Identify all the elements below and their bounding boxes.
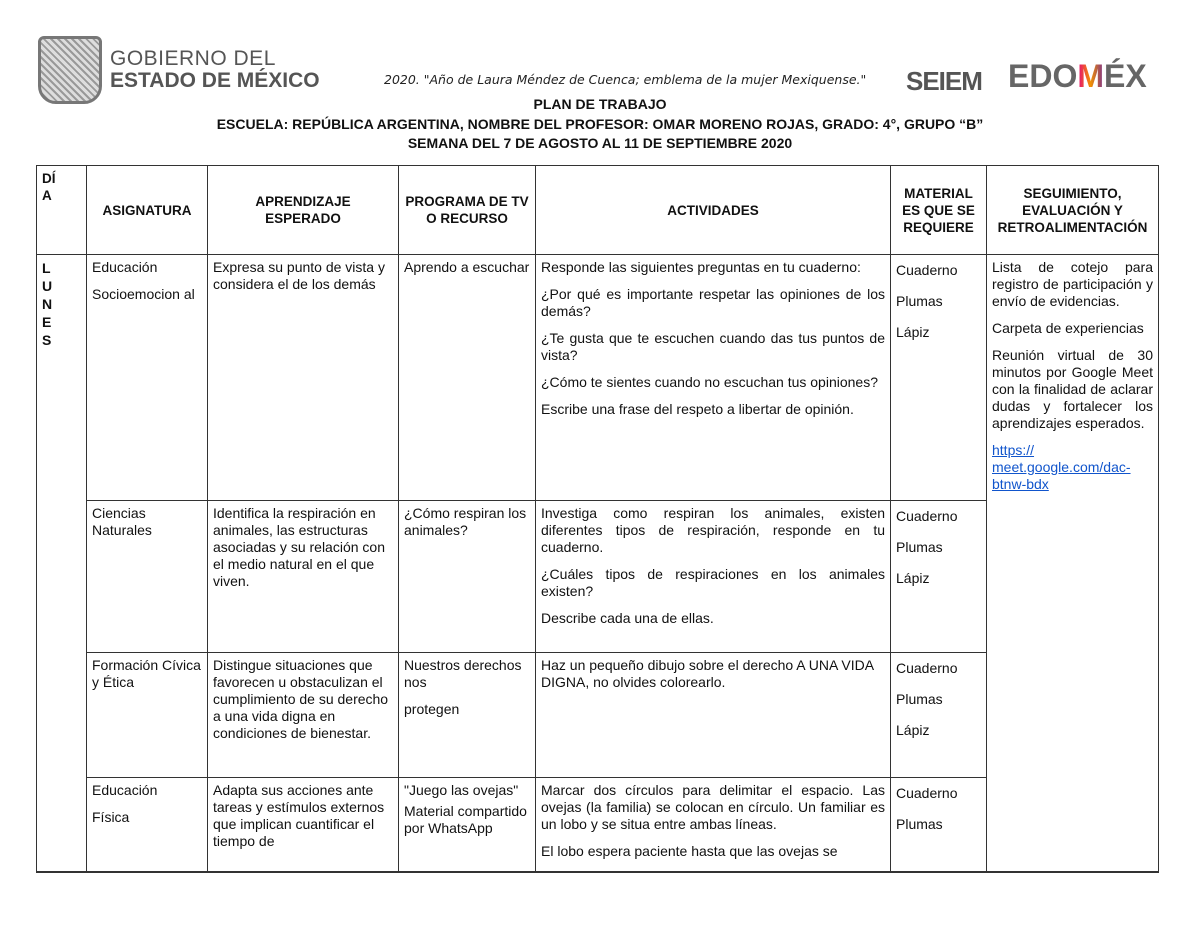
header-asignatura: ASIGNATURA	[86, 165, 208, 255]
page-cut-line	[36, 871, 1158, 873]
activities-cell: Marcar dos círculos para delimitar el es…	[535, 777, 891, 873]
header-materiales: MATERIAL ES QUE SE REQUIERE	[890, 165, 987, 255]
table-row: Educación Física Adapta sus acciones ante…	[37, 777, 1159, 873]
activities-cell: Investiga como respiran los animales, ex…	[535, 500, 891, 653]
header-seguimiento: SEGUIMIENTO, EVALUACIÓN Y RETROALIMENTAC…	[986, 165, 1159, 255]
coat-of-arms-icon	[38, 36, 102, 104]
program-cell: ¿Cómo respiran los animales?	[398, 500, 536, 653]
header-actividades: ACTIVIDADES	[535, 165, 891, 255]
edomex-logo: EDOMÉX	[1008, 58, 1147, 94]
subject-cell: Formación Cívica y Ética	[86, 652, 208, 778]
seiem-logo: SEIEM	[906, 66, 983, 96]
materials-cell: Cuaderno Plumas Lápiz	[890, 254, 987, 501]
school-info: ESCUELA: REPÚBLICA ARGENTINA, NOMBRE DEL…	[216, 116, 984, 132]
subject-cell: Educación Socioemocion al	[86, 254, 208, 501]
header-row: DÍ A ASIGNATURA APRENDIZAJE ESPERADO PRO…	[36, 165, 1159, 255]
subject-cell: Ciencias Naturales	[86, 500, 208, 653]
materials-cell: Cuaderno Plumas	[890, 777, 987, 873]
table-row: Ciencias Naturales Identifica la respira…	[37, 500, 1159, 653]
learning-cell: Adapta sus acciones ante tareas y estímu…	[207, 777, 399, 873]
activities-cell: Haz un pequeño dibujo sobre el derecho A…	[535, 652, 891, 778]
header-dia: DÍ A	[36, 165, 87, 255]
program-cell: Aprendo a escuchar	[398, 254, 536, 501]
learning-cell: Expresa su punto de vista y considera el…	[207, 254, 399, 501]
logo-line2: ESTADO DE MÉXICO	[110, 69, 320, 92]
subject-cell: Educación Física	[86, 777, 208, 873]
header-programa: PROGRAMA DE TV O RECURSO	[398, 165, 536, 255]
google-meet-link[interactable]: https:// meet.google.com/dac-btnw-bdx	[992, 442, 1131, 492]
program-cell: "Juego las ovejas" Material compartido po…	[398, 777, 536, 873]
week-range: SEMANA DEL 7 DE AGOSTO AL 11 DE SEPTIEMB…	[407, 135, 793, 151]
gobierno-estado-mexico-logo: GOBIERNO DEL ESTADO DE MÉXICO	[38, 36, 320, 104]
activities-cell: Responde las siguientes preguntas en tu …	[535, 254, 891, 501]
learning-cell: Identifica la respiración en animales, l…	[207, 500, 399, 653]
work-plan-table: DÍ A ASIGNATURA APRENDIZAJE ESPERADO PRO…	[36, 165, 1159, 873]
document-title: PLAN DE TRABAJO	[533, 96, 667, 112]
learning-cell: Distingue situaciones que favorecen u ob…	[207, 652, 399, 778]
followup-cell: Lista de cotejo para registro de partici…	[986, 254, 1159, 873]
materials-cell: Cuaderno Plumas Lápiz	[890, 500, 987, 653]
header-aprendizaje: APRENDIZAJE ESPERADO	[207, 165, 399, 255]
logo-line1: GOBIERNO DEL	[110, 47, 276, 70]
program-cell: Nuestros derechos nos protegen	[398, 652, 536, 778]
materials-cell: Cuaderno Plumas Lápiz	[890, 652, 987, 778]
year-motto: 2020. "Año de Laura Méndez de Cuenca; em…	[384, 72, 867, 87]
